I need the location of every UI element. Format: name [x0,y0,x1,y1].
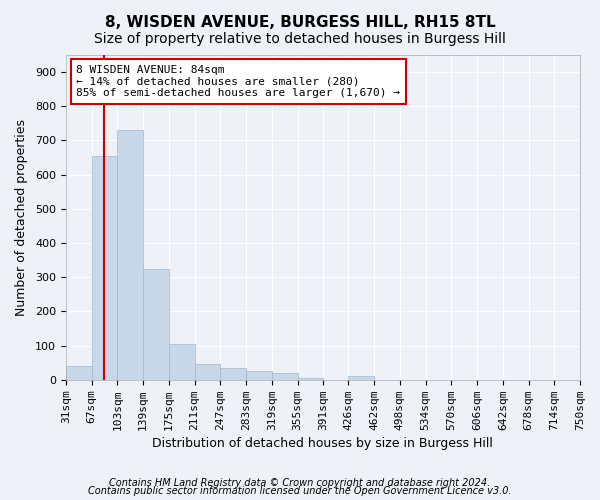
Bar [66,366,92,380]
Bar [272,373,298,380]
Text: 8, WISDEN AVENUE, BURGESS HILL, RH15 8TL: 8, WISDEN AVENUE, BURGESS HILL, RH15 8TL [104,15,496,30]
Bar [92,156,117,380]
Text: Size of property relative to detached houses in Burgess Hill: Size of property relative to detached ho… [94,32,506,46]
Bar [194,364,220,380]
Text: Contains HM Land Registry data © Crown copyright and database right 2024.: Contains HM Land Registry data © Crown c… [109,478,491,488]
Text: Contains public sector information licensed under the Open Government Licence v3: Contains public sector information licen… [88,486,512,496]
Bar [348,376,374,380]
Bar [246,372,272,380]
Bar [117,130,143,380]
Bar [143,268,169,380]
X-axis label: Distribution of detached houses by size in Burgess Hill: Distribution of detached houses by size … [152,437,493,450]
Bar [298,378,323,380]
Bar [220,368,246,380]
Text: 8 WISDEN AVENUE: 84sqm
← 14% of detached houses are smaller (280)
85% of semi-de: 8 WISDEN AVENUE: 84sqm ← 14% of detached… [76,64,400,98]
Bar [169,344,194,380]
Y-axis label: Number of detached properties: Number of detached properties [15,119,28,316]
